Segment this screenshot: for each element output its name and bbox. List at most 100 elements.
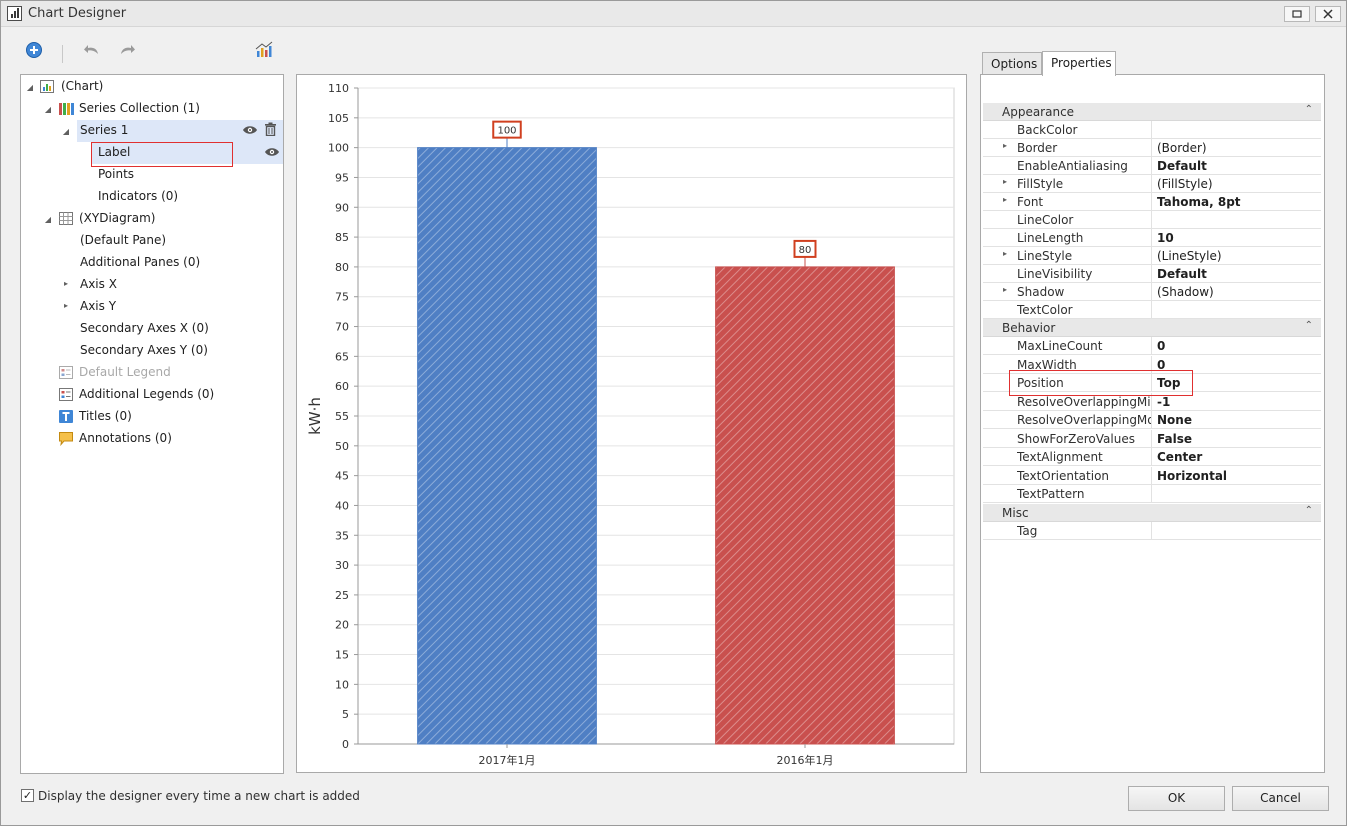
property-row-enableantialiasing[interactable]: EnableAntialiasing Default [983,157,1321,175]
property-category-behavior[interactable]: Behavior ⌃ [983,319,1321,337]
tree-item-annotations[interactable]: Annotations (0) [79,431,172,445]
tab-options[interactable]: Options [982,52,1042,76]
property-row-border[interactable]: ▸ Border (Border) [983,139,1321,157]
y-tick-label: 95 [335,171,349,184]
trash-icon[interactable] [264,122,278,136]
tree-item-indicators[interactable]: Indicators (0) [98,189,179,203]
property-row-textorientation[interactable]: TextOrientation Horizontal [983,466,1321,485]
tree-item-xydiagram[interactable]: (XYDiagram) [79,211,156,225]
property-row-font[interactable]: ▸ Font Tahoma, 8pt [983,193,1321,211]
expand-arrow-icon[interactable]: ▸ [1003,285,1008,294]
property-value[interactable]: Horizontal [1151,466,1321,484]
tree-item-axis-y[interactable]: Axis Y [80,299,117,313]
property-value[interactable] [1151,485,1321,502]
tree-item-additional-panes[interactable]: Additional Panes (0) [80,255,201,269]
close-button[interactable] [1315,6,1341,22]
property-value[interactable]: Default [1151,265,1321,282]
tree-item-default-legend[interactable]: Default Legend [79,365,171,379]
tree-item-label[interactable]: Label [98,145,131,159]
collapse-arrow-icon[interactable]: ◢ [44,105,52,114]
y-tick-label: 35 [335,529,349,542]
show-designer-checkbox[interactable]: ✓ [21,789,34,802]
collapse-arrow-icon[interactable]: ◢ [62,127,70,136]
toolbar-separator [62,45,63,63]
show-designer-checkbox-label[interactable]: Display the designer every time a new ch… [38,789,360,803]
property-value[interactable]: Default [1151,157,1321,174]
property-row-maxwidth[interactable]: MaxWidth 0 [983,355,1321,374]
collapse-arrow-icon[interactable]: ◢ [44,215,52,224]
property-value[interactable]: False [1151,429,1321,447]
tree-item-series-collection[interactable]: Series Collection (1) [79,101,200,115]
collapse-chevron-icon[interactable]: ⌃ [1304,320,1313,331]
expand-arrow-icon[interactable]: ▸ [1003,195,1008,204]
property-row-backcolor[interactable]: BackColor [983,121,1321,139]
property-row-shadow[interactable]: ▸ Shadow (Shadow) [983,283,1321,301]
property-row-position[interactable]: Position Top [983,374,1321,392]
property-row-linestyle[interactable]: ▸ LineStyle (LineStyle) [983,247,1321,265]
property-name: LineStyle [1017,249,1073,263]
collapse-chevron-icon[interactable]: ⌃ [1304,504,1313,516]
tab-properties[interactable]: Properties [1042,51,1116,76]
y-tick-label: 25 [335,589,349,602]
property-value[interactable]: -1 [1151,392,1321,410]
collapse-arrow-icon[interactable]: ◢ [26,83,34,92]
tree-item-default-pane[interactable]: (Default Pane) [80,233,167,247]
property-row-maxlinecount[interactable]: MaxLineCount 0 [983,337,1321,355]
tree-item-axis-x[interactable]: Axis X [80,277,117,291]
property-value[interactable]: Center [1151,448,1321,465]
property-row-linelength[interactable]: LineLength 10 [983,229,1321,247]
property-value[interactable]: None [1151,411,1321,428]
property-value[interactable]: Tahoma, 8pt [1151,193,1321,210]
eye-icon[interactable] [264,146,280,158]
property-row-linecolor[interactable]: LineColor [983,211,1321,229]
chart-wizard-button[interactable] [253,39,275,61]
property-row-textpattern[interactable]: TextPattern [983,485,1321,503]
property-value[interactable]: 10 [1151,229,1321,246]
property-row-tag[interactable]: Tag [983,521,1321,540]
property-category-appearance[interactable]: Appearance ⌃ [983,103,1321,121]
redo-button[interactable] [116,39,138,61]
tree-item-series-1[interactable]: Series 1 [80,123,129,137]
label-selection-bg [91,142,283,164]
expand-arrow-icon[interactable]: ▸ [63,279,68,288]
property-value[interactable]: (FillStyle) [1151,175,1321,192]
tree-item-points[interactable]: Points [98,167,135,181]
property-row-fillstyle[interactable]: ▸ FillStyle (FillStyle) [983,175,1321,193]
add-button[interactable] [23,39,45,61]
chart-designer-app-icon [7,6,22,21]
expand-arrow-icon[interactable]: ▸ [1003,141,1008,150]
property-row-linevisibility[interactable]: LineVisibility Default [983,265,1321,283]
tree-item-chart[interactable]: (Chart) [61,79,104,93]
tree-item-titles[interactable]: Titles (0) [79,409,132,423]
property-value[interactable] [1151,121,1321,138]
property-value[interactable]: (Border) [1151,139,1321,156]
property-row-resolveoverlappingminindent[interactable]: ResolveOverlappingMinIndent-1 [983,392,1321,411]
property-value[interactable]: 0 [1151,355,1321,373]
expand-arrow-icon[interactable]: ▸ [1003,249,1008,258]
tree-item-secondary-axes-y[interactable]: Secondary Axes Y (0) [80,343,208,357]
tree-item-secondary-axes-x[interactable]: Secondary Axes X (0) [80,321,209,335]
chart-elements-tree[interactable]: ◢ (Chart) ◢ Series Collection (1) ◢ Seri… [20,74,284,774]
eye-icon[interactable] [242,124,258,136]
property-row-textcolor[interactable]: TextColor [983,301,1321,319]
property-row-textalignment[interactable]: TextAlignment Center [983,448,1321,466]
property-value[interactable] [1151,301,1321,318]
minimize-button[interactable] [1284,6,1310,22]
ok-button[interactable]: OK [1128,786,1225,811]
collapse-chevron-icon[interactable]: ⌃ [1304,104,1313,115]
property-row-showforzerovalues[interactable]: ShowForZeroValues False [983,429,1321,448]
expand-arrow-icon[interactable]: ▸ [63,301,68,310]
property-value[interactable]: 0 [1151,337,1321,354]
property-value[interactable]: Top [1151,374,1321,391]
property-value[interactable] [1151,521,1321,539]
property-value[interactable]: (Shadow) [1151,283,1321,300]
expand-arrow-icon[interactable]: ▸ [1003,177,1008,186]
property-row-resolveoverlappingmode[interactable]: ResolveOverlappingModeNone [983,411,1321,429]
property-value[interactable]: (LineStyle) [1151,247,1321,264]
cancel-button[interactable]: Cancel [1232,786,1329,811]
chart-preview-panel[interactable]: 0 5 10 15 20 25 30 35 40 45 50 55 60 65 70 75 80 85 90 95 10… [296,74,967,773]
tree-item-additional-legends[interactable]: Additional Legends (0) [79,387,215,401]
property-category-misc[interactable]: Misc ⌃ [983,503,1321,522]
property-value[interactable] [1151,211,1321,228]
undo-button[interactable] [81,39,103,61]
